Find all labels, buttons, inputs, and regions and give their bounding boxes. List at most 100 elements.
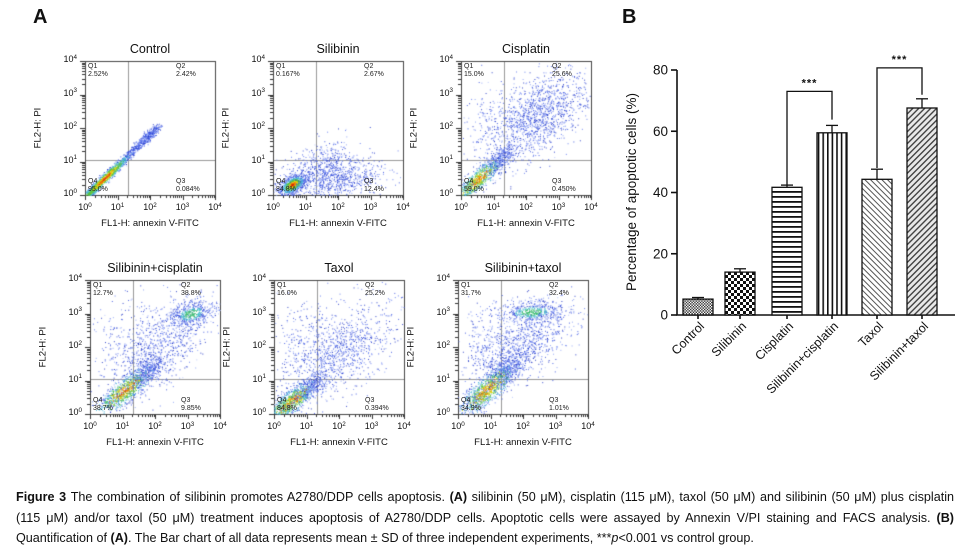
quadrant-q2-control: Q2 2.42% xyxy=(176,63,196,78)
plot-title-silibinin-taxol: Silibinin+taxol xyxy=(484,261,562,275)
x-tick-silibinin-taxol-10e3: 103 xyxy=(548,420,563,431)
y-tick-taxol-10e4: 104 xyxy=(252,272,266,283)
y-axis-label-cisplatin: FL2-H: PI xyxy=(408,107,420,149)
x-axis-label-cisplatin: FL1-H: annexin V-FITC xyxy=(477,218,575,229)
svg-text:Control: Control xyxy=(669,319,707,357)
error-bars xyxy=(692,98,928,300)
x-tick-control-10e0: 100 xyxy=(78,201,92,212)
quadrant-q4-control: Q4 95.0% xyxy=(88,178,108,193)
flow-plot-silibinin xyxy=(263,55,413,211)
y-tick-control-10e1: 101 xyxy=(63,154,77,165)
y-tick-silibinin-taxol-10e0: 100 xyxy=(436,406,450,417)
x-tick-silibinin-10e3: 103 xyxy=(363,201,378,212)
y-tick-silibinin-10e0: 100 xyxy=(251,187,265,198)
quadrant-q3-silibinin-cisplatin: Q3 9.85% xyxy=(181,397,201,412)
y-tick-taxol-10e3: 103 xyxy=(252,306,266,317)
bar-x-labels: Control Silibinin CisplatinSilibinin+cispl… xyxy=(669,319,931,396)
caption-segment-3: silibinin (50 μM), cisplatin (115 μM), t… xyxy=(16,490,954,525)
quadrant-q3-taxol: Q3 0.394% xyxy=(365,397,389,412)
caption-segment-5: Quantification of xyxy=(16,531,111,545)
x-tick-silibinin-cisplatin-10e2: 102 xyxy=(148,420,162,431)
quadrant-q4-silibinin-cisplatin: Q4 38.7% xyxy=(93,397,113,412)
significance-brackets: *** *** xyxy=(786,54,923,186)
quadrant-q2-cisplatin: Q2 25.6% xyxy=(552,63,572,78)
quadrant-q1-silibinin: Q1 0.167% xyxy=(276,63,300,78)
y-tick-taxol-10e2: 102 xyxy=(252,339,266,350)
plot-title-taxol: Taxol xyxy=(324,261,354,275)
bar-y-axis-label: Percentage of apoptotic cells (%) xyxy=(624,93,639,291)
svg-text:60: 60 xyxy=(653,124,668,139)
figure-caption: Figure 3 The combination of silibinin pr… xyxy=(16,487,954,549)
y-tick-taxol-10e1: 101 xyxy=(252,373,266,384)
caption-segment-4: (B) xyxy=(936,510,954,525)
apoptosis-bar-chart: Percentage of apoptotic cells (%) 0 20 40 60… xyxy=(624,54,955,397)
y-tick-cisplatin-10e1: 101 xyxy=(439,154,453,165)
y-tick-silibinin-cisplatin-10e4: 104 xyxy=(68,272,82,283)
quadrant-q1-control: Q1 2.52% xyxy=(88,63,108,78)
plot-title-silibinin-cisplatin: Silibinin+cisplatin xyxy=(107,261,203,275)
quadrant-q1-silibinin-taxol: Q1 31.7% xyxy=(461,282,481,297)
y-axis-label-silibinin-taxol: FL2-H: PI xyxy=(405,326,417,368)
x-tick-silibinin-cisplatin-10e4: 104 xyxy=(213,420,227,431)
flow-plot-silibinin-taxol xyxy=(448,274,598,430)
quadrant-q4-silibinin-taxol: Q4 34.9% xyxy=(461,397,481,412)
y-tick-silibinin-taxol-10e1: 101 xyxy=(436,373,450,384)
x-tick-cisplatin-10e3: 103 xyxy=(551,201,566,212)
quadrant-q1-taxol: Q1 16.0% xyxy=(277,282,297,297)
y-tick-silibinin-taxol-10e4: 104 xyxy=(436,272,450,283)
svg-text:Cisplatin: Cisplatin xyxy=(752,319,796,363)
plot-title-control: Control xyxy=(129,42,171,56)
flow-plot-cisplatin xyxy=(451,55,601,211)
y-tick-control-10e2: 102 xyxy=(63,120,77,131)
svg-text:80: 80 xyxy=(653,63,668,78)
x-tick-control-10e4: 104 xyxy=(208,201,222,212)
x-tick-taxol-10e4: 104 xyxy=(397,420,411,431)
bar-control xyxy=(682,298,714,316)
svg-text:Taxol: Taxol xyxy=(856,319,887,350)
caption-segment-0: Figure 3 xyxy=(16,490,71,504)
flow-cytometry-grid: Control 100 100 101 101 102 102 103 103 104 104 FL1… xyxy=(33,42,601,448)
y-axis-label-taxol: FL2-H: PI xyxy=(221,326,233,368)
x-axis-label-taxol: FL1-H: annexin V-FITC xyxy=(290,437,388,448)
svg-text:20: 20 xyxy=(653,246,668,261)
caption-segment-1: The combination of silibinin promotes A2… xyxy=(70,490,450,504)
y-tick-cisplatin-10e3: 103 xyxy=(439,87,453,98)
x-tick-silibinin-cisplatin-10e0: 100 xyxy=(83,420,97,431)
x-tick-taxol-10e3: 103 xyxy=(364,420,379,431)
y-tick-silibinin-10e4: 104 xyxy=(251,53,265,64)
y-axis-label-silibinin-cisplatin: FL2-H: PI xyxy=(37,326,49,368)
x-axis-label-control: FL1-H: annexin V-FITC xyxy=(101,218,199,229)
y-tick-control-10e3: 103 xyxy=(63,87,77,98)
x-axis-label-silibinin-cisplatin: FL1-H: annexin V-FITC xyxy=(106,437,204,448)
x-tick-taxol-10e2: 102 xyxy=(332,420,346,431)
significance-stars-2: *** xyxy=(892,54,908,66)
quadrant-q3-control: Q3 0.084% xyxy=(176,178,200,193)
quadrant-q4-silibinin: Q4 84.8% xyxy=(276,178,296,193)
quadrant-q2-silibinin-taxol: Q2 32.4% xyxy=(549,282,569,297)
x-tick-silibinin-cisplatin-10e1: 101 xyxy=(115,420,130,431)
x-tick-silibinin-taxol-10e1: 101 xyxy=(483,420,498,431)
x-tick-taxol-10e0: 100 xyxy=(267,420,281,431)
y-tick-silibinin-taxol-10e2: 102 xyxy=(436,339,450,350)
caption-segment-8: p xyxy=(611,531,619,545)
x-tick-silibinin-taxol-10e0: 100 xyxy=(451,420,465,431)
x-tick-silibinin-10e1: 101 xyxy=(298,201,313,212)
x-tick-silibinin-10e0: 100 xyxy=(266,201,280,212)
svg-text:40: 40 xyxy=(653,185,668,200)
svg-text:0: 0 xyxy=(660,308,668,323)
quadrant-q3-silibinin: Q3 12.4% xyxy=(364,178,384,193)
bar-taxol xyxy=(861,178,893,316)
x-tick-control-10e2: 102 xyxy=(143,201,157,212)
x-tick-taxol-10e1: 101 xyxy=(299,420,314,431)
x-tick-control-10e1: 101 xyxy=(110,201,125,212)
y-tick-silibinin-10e3: 103 xyxy=(251,87,265,98)
caption-segment-7: . The Bar chart of all data represents m… xyxy=(128,531,612,545)
quadrant-q1-cisplatin: Q1 15.0% xyxy=(464,63,484,78)
y-tick-silibinin-cisplatin-10e3: 103 xyxy=(68,306,82,317)
quadrant-q2-silibinin-cisplatin: Q2 38.8% xyxy=(181,282,201,297)
x-axis-label-silibinin: FL1-H: annexin V-FITC xyxy=(289,218,387,229)
plot-title-cisplatin: Cisplatin xyxy=(502,42,550,56)
caption-segment-2: (A) xyxy=(449,490,468,504)
x-tick-silibinin-taxol-10e2: 102 xyxy=(516,420,530,431)
